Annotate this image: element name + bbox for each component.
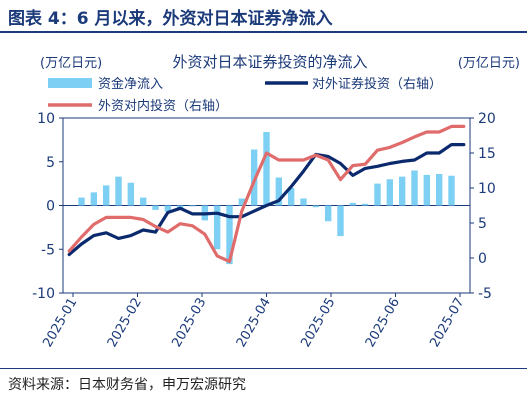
right-tick-label: 20	[478, 111, 496, 127]
right-tick-label: 15	[478, 146, 496, 162]
net-inflow-bar	[374, 183, 381, 206]
title-rule	[0, 31, 527, 33]
right-unit-label: (万亿日元)	[458, 56, 520, 71]
net-inflow-bar	[115, 176, 122, 206]
x-tick-label: 2025-03	[169, 296, 209, 351]
right-tick-label: 5	[478, 216, 487, 232]
right-tick-label: -5	[478, 286, 492, 302]
source-note: 资料来源：日本财务省，申万宏源研究	[8, 377, 246, 393]
net-inflow-bar	[337, 205, 344, 237]
figure-title: 图表 4：6 月以来，外资对日本证券净流入	[8, 9, 333, 29]
x-tick-label: 2025-01	[40, 296, 80, 351]
line-series	[67, 124, 466, 264]
net-inflow-bar	[300, 198, 307, 206]
net-inflow-bar	[411, 170, 418, 206]
net-inflow-bar	[287, 188, 295, 206]
net-inflow-bar	[361, 203, 369, 206]
net-inflow-bar	[127, 182, 135, 206]
net-inflow-bar	[435, 174, 443, 206]
net-inflow-bar	[398, 176, 406, 206]
net-inflow-bar	[189, 205, 196, 207]
net-inflow-bar	[226, 205, 233, 265]
net-inflow-bar	[213, 205, 221, 250]
net-inflow-bar	[324, 205, 332, 222]
x-tick-label: 2025-02	[105, 296, 145, 351]
legend-label-bar: 资金净流入	[98, 76, 163, 92]
net-inflow-bar	[90, 192, 98, 206]
left-tick-label: -10	[32, 286, 55, 302]
x-tick-label: 2025-06	[363, 296, 403, 351]
legend: 资金净流入 对外证券投资（右轴） 外资对内投资（右轴）	[48, 76, 442, 114]
outbound-investment-line	[67, 142, 466, 257]
legend-label-inbound: 外资对内投资（右轴）	[98, 98, 228, 114]
left-unit-label: (万亿日元)	[40, 56, 102, 71]
left-tick-label: 10	[37, 111, 55, 127]
legend-swatch-bar	[48, 78, 92, 88]
net-inflow-bar	[139, 197, 147, 206]
net-inflow-bar	[164, 205, 172, 212]
left-tick-label: -5	[41, 242, 55, 258]
x-tick-label: 2025-04	[234, 296, 274, 351]
inbound-investment-line	[67, 124, 466, 264]
net-inflow-bar	[152, 205, 159, 210]
left-tick-label: 5	[46, 155, 55, 171]
net-inflow-bar	[423, 174, 431, 206]
net-inflow-bar	[312, 205, 320, 208]
chart: (万亿日元) 外资对日本证券投资的净流入 (万亿日元) 资金净流入 对外证券投资…	[32, 53, 520, 351]
net-inflow-bar	[238, 198, 246, 206]
x-tick-label: 2025-05	[298, 296, 338, 351]
chart-title: 外资对日本证券投资的净流入	[172, 53, 367, 71]
left-tick-label: 0	[46, 199, 55, 215]
right-tick-label: 10	[478, 181, 496, 197]
net-inflow-bar	[448, 175, 455, 206]
net-inflow-bar	[349, 202, 357, 206]
net-inflow-bar	[78, 197, 85, 206]
footer-rule	[0, 368, 527, 369]
x-tick-label: 2025-07	[427, 296, 467, 351]
net-inflow-bar	[263, 132, 270, 206]
legend-label-outbound: 对外证券投资（右轴）	[312, 76, 442, 92]
net-inflow-bar	[386, 179, 394, 206]
net-inflow-bar	[275, 177, 283, 206]
right-tick-label: 0	[478, 251, 487, 267]
net-inflow-bar	[102, 185, 110, 206]
